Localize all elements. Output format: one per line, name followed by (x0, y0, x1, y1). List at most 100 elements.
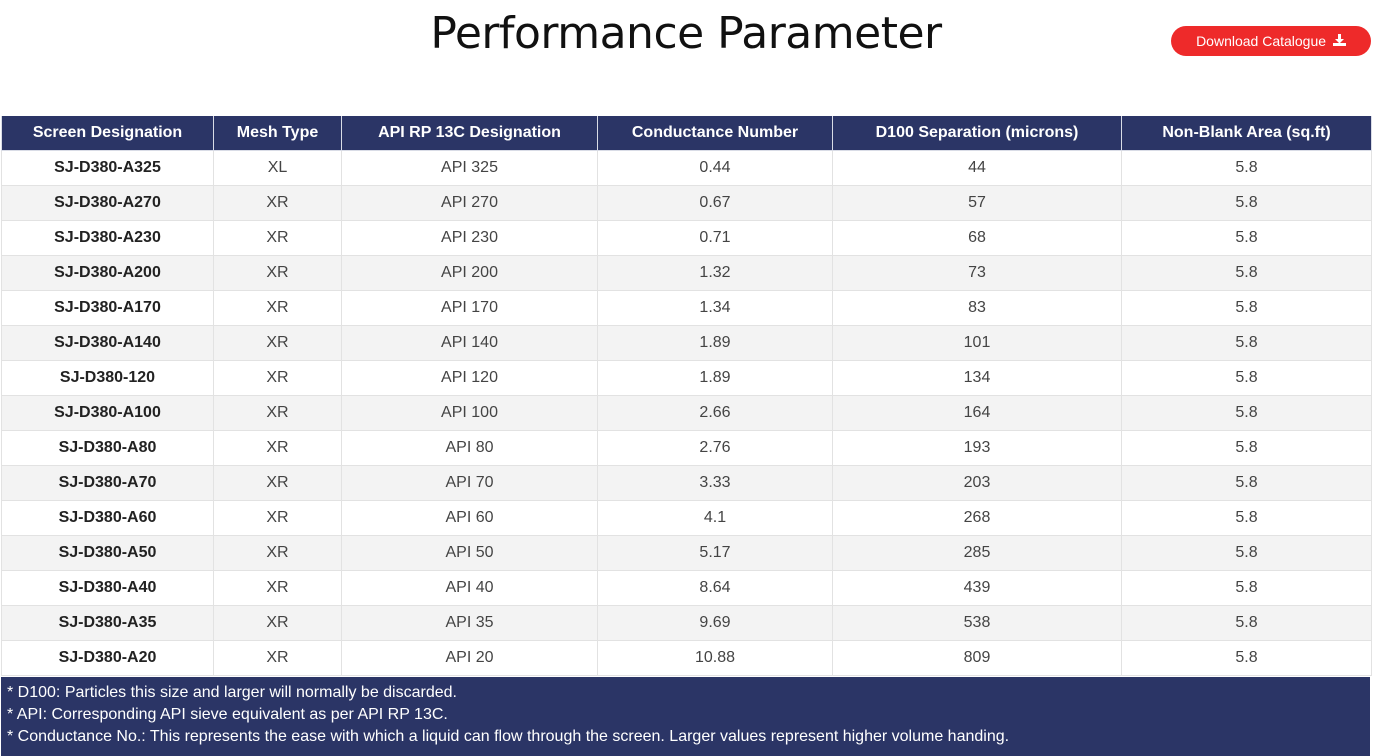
cell-conductance-number: 2.66 (597, 395, 833, 431)
cell-conductance-number: 1.34 (597, 290, 833, 326)
cell-mesh-type: XR (213, 535, 342, 571)
cell-d100-separation: 68 (832, 220, 1122, 256)
cell-conductance-number: 0.71 (597, 220, 833, 256)
header-mesh-type: Mesh Type (213, 116, 342, 151)
cell-api-designation: API 40 (341, 570, 598, 606)
cell-screen-designation: SJ-D380-A40 (1, 570, 214, 606)
cell-non-blank-area: 5.8 (1121, 255, 1372, 291)
cell-non-blank-area: 5.8 (1121, 535, 1372, 571)
cell-mesh-type: XR (213, 220, 342, 256)
cell-mesh-type: XR (213, 395, 342, 431)
table-row: SJ-D380-A100 XR API 100 2.66 164 5.8 (1, 395, 1372, 431)
cell-d100-separation: 73 (832, 255, 1122, 291)
cell-api-designation: API 140 (341, 325, 598, 361)
cell-non-blank-area: 5.8 (1121, 325, 1372, 361)
table-row: SJ-D380-A170 XR API 170 1.34 83 5.8 (1, 290, 1372, 326)
cell-mesh-type: XR (213, 360, 342, 396)
cell-screen-designation: SJ-D380-A100 (1, 395, 214, 431)
cell-api-designation: API 50 (341, 535, 598, 571)
table-row: SJ-D380-A35 XR API 35 9.69 538 5.8 (1, 605, 1372, 641)
header-non-blank-area: Non-Blank Area (sq.ft) (1121, 116, 1372, 151)
cell-conductance-number: 1.89 (597, 360, 833, 396)
cell-mesh-type: XR (213, 185, 342, 221)
cell-screen-designation: SJ-D380-A20 (1, 640, 214, 676)
cell-non-blank-area: 5.8 (1121, 430, 1372, 466)
cell-screen-designation: SJ-D380-A35 (1, 605, 214, 641)
cell-d100-separation: 134 (832, 360, 1122, 396)
cell-conductance-number: 10.88 (597, 640, 833, 676)
cell-api-designation: API 120 (341, 360, 598, 396)
cell-screen-designation: SJ-D380-A50 (1, 535, 214, 571)
cell-api-designation: API 35 (341, 605, 598, 641)
download-catalogue-button[interactable]: Download Catalogue (1171, 26, 1371, 56)
cell-screen-designation: SJ-D380-A80 (1, 430, 214, 466)
header-screen-designation: Screen Designation (1, 116, 214, 151)
header-api-designation: API RP 13C Designation (341, 116, 598, 151)
cell-d100-separation: 193 (832, 430, 1122, 466)
table-row: SJ-D380-A200 XR API 200 1.32 73 5.8 (1, 255, 1372, 291)
cell-d100-separation: 268 (832, 500, 1122, 536)
cell-api-designation: API 170 (341, 290, 598, 326)
cell-api-designation: API 70 (341, 465, 598, 501)
cell-conductance-number: 4.1 (597, 500, 833, 536)
cell-mesh-type: XR (213, 325, 342, 361)
cell-screen-designation: SJ-D380-A60 (1, 500, 214, 536)
header-conductance-number: Conductance Number (597, 116, 833, 151)
cell-screen-designation: SJ-D380-A140 (1, 325, 214, 361)
cell-api-designation: API 270 (341, 185, 598, 221)
cell-conductance-number: 9.69 (597, 605, 833, 641)
cell-mesh-type: XR (213, 430, 342, 466)
cell-api-designation: API 200 (341, 255, 598, 291)
cell-non-blank-area: 5.8 (1121, 570, 1372, 606)
cell-mesh-type: XR (213, 640, 342, 676)
table-row: SJ-D380-A230 XR API 230 0.71 68 5.8 (1, 220, 1372, 256)
note-conductance: * Conductance No.: This represents the e… (7, 728, 1010, 745)
note-api: * API: Corresponding API sieve equivalen… (7, 706, 448, 723)
download-button-label: Download Catalogue (1196, 33, 1327, 49)
table-row: SJ-D380-120 XR API 120 1.89 134 5.8 (1, 360, 1372, 396)
note-d100: * D100: Particles this size and larger w… (7, 684, 457, 701)
cell-api-designation: API 230 (341, 220, 598, 256)
cell-conductance-number: 2.76 (597, 430, 833, 466)
cell-mesh-type: XR (213, 500, 342, 536)
cell-api-designation: API 80 (341, 430, 598, 466)
table-row: SJ-D380-A70 XR API 70 3.33 203 5.8 (1, 465, 1372, 501)
cell-mesh-type: XL (213, 150, 342, 186)
table-row: SJ-D380-A40 XR API 40 8.64 439 5.8 (1, 570, 1372, 606)
table-row: SJ-D380-A60 XR API 60 4.1 268 5.8 (1, 500, 1372, 536)
cell-conductance-number: 5.17 (597, 535, 833, 571)
cell-d100-separation: 538 (832, 605, 1122, 641)
cell-non-blank-area: 5.8 (1121, 220, 1372, 256)
cell-screen-designation: SJ-D380-A230 (1, 220, 214, 256)
table-row: SJ-D380-A20 XR API 20 10.88 809 5.8 (1, 640, 1372, 676)
cell-d100-separation: 57 (832, 185, 1122, 221)
cell-d100-separation: 809 (832, 640, 1122, 676)
notes-panel: * D100: Particles this size and larger w… (1, 677, 1370, 756)
cell-api-designation: API 100 (341, 395, 598, 431)
cell-conductance-number: 1.89 (597, 325, 833, 361)
cell-api-designation: API 20 (341, 640, 598, 676)
performance-table: Screen Designation Mesh Type API RP 13C … (1, 116, 1372, 676)
table-body: SJ-D380-A325 XL API 325 0.44 44 5.8 SJ-D380-A2… (1, 150, 1372, 676)
download-icon (1332, 26, 1346, 56)
cell-mesh-type: XR (213, 570, 342, 606)
cell-screen-designation: SJ-D380-A325 (1, 150, 214, 186)
cell-non-blank-area: 5.8 (1121, 605, 1372, 641)
cell-non-blank-area: 5.8 (1121, 465, 1372, 501)
cell-non-blank-area: 5.8 (1121, 185, 1372, 221)
cell-non-blank-area: 5.8 (1121, 640, 1372, 676)
cell-conductance-number: 3.33 (597, 465, 833, 501)
cell-screen-designation: SJ-D380-A70 (1, 465, 214, 501)
table-header-row: Screen Designation Mesh Type API RP 13C … (1, 116, 1372, 151)
cell-d100-separation: 164 (832, 395, 1122, 431)
cell-non-blank-area: 5.8 (1121, 360, 1372, 396)
cell-non-blank-area: 5.8 (1121, 500, 1372, 536)
cell-d100-separation: 83 (832, 290, 1122, 326)
cell-d100-separation: 44 (832, 150, 1122, 186)
cell-mesh-type: XR (213, 255, 342, 291)
cell-api-designation: API 325 (341, 150, 598, 186)
table-row: SJ-D380-A50 XR API 50 5.17 285 5.8 (1, 535, 1372, 571)
cell-conductance-number: 1.32 (597, 255, 833, 291)
cell-screen-designation: SJ-D380-A270 (1, 185, 214, 221)
